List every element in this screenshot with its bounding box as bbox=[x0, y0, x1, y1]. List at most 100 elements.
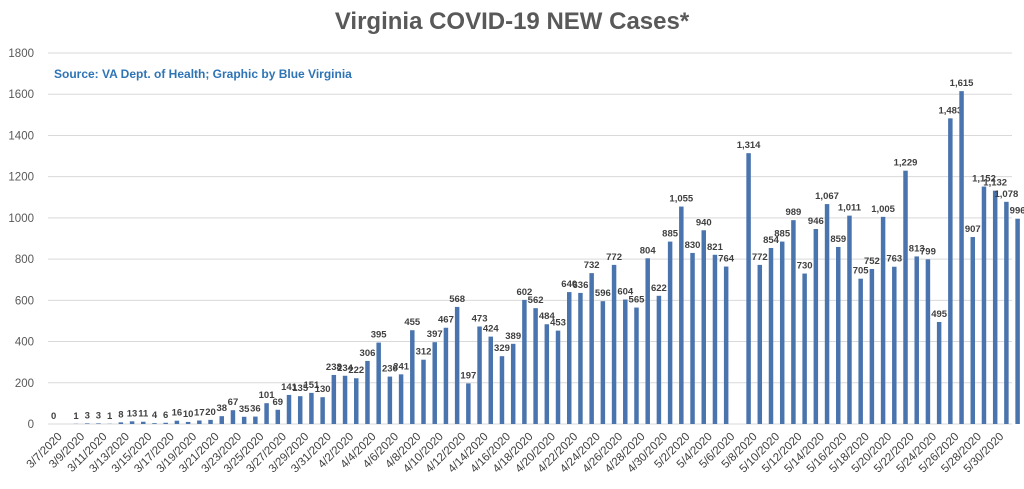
bar bbox=[510, 343, 516, 424]
data-label: 1,011 bbox=[838, 203, 862, 214]
bar bbox=[398, 374, 404, 424]
y-tick-label: 1800 bbox=[8, 48, 34, 60]
data-label: 885 bbox=[774, 229, 791, 240]
bar bbox=[354, 378, 359, 424]
bar bbox=[992, 190, 998, 424]
data-label: 230 bbox=[382, 364, 398, 375]
bar bbox=[118, 422, 124, 424]
data-label: 946 bbox=[808, 216, 824, 227]
bar bbox=[96, 423, 101, 424]
data-label: 1,483 bbox=[938, 105, 962, 116]
data-label: 602 bbox=[516, 287, 532, 298]
bar bbox=[185, 421, 191, 424]
y-tick-label: 1000 bbox=[8, 213, 34, 225]
data-label: 16 bbox=[172, 408, 183, 419]
data-label: 13 bbox=[127, 408, 138, 419]
data-label: 6 bbox=[163, 410, 168, 421]
bar bbox=[679, 206, 684, 424]
data-label: 854 bbox=[763, 235, 780, 246]
data-label: 568 bbox=[449, 294, 465, 305]
data-label: 636 bbox=[573, 280, 589, 291]
data-label: 467 bbox=[438, 315, 454, 326]
data-label: 424 bbox=[483, 324, 500, 335]
bar bbox=[824, 204, 830, 424]
y-tick-label: 200 bbox=[15, 378, 34, 390]
bar bbox=[578, 292, 583, 424]
bar bbox=[791, 220, 796, 424]
data-label: 752 bbox=[864, 256, 880, 267]
data-label: 885 bbox=[662, 229, 679, 240]
bar bbox=[174, 420, 180, 424]
chart-title: Virginia COVID-19 NEW Cases* bbox=[334, 8, 690, 35]
bar bbox=[847, 215, 852, 424]
data-label: 859 bbox=[830, 234, 846, 245]
data-label: 306 bbox=[360, 348, 376, 359]
data-label: 1 bbox=[107, 411, 113, 422]
bar bbox=[544, 324, 550, 424]
bar bbox=[208, 419, 213, 424]
data-label: 141 bbox=[281, 382, 298, 393]
data-label: 17 bbox=[194, 407, 205, 418]
data-label: 1,615 bbox=[950, 78, 974, 89]
data-label: 996 bbox=[1010, 206, 1024, 217]
bar bbox=[410, 330, 415, 424]
bar bbox=[566, 292, 572, 424]
y-tick-label: 1200 bbox=[8, 172, 34, 184]
bar bbox=[499, 356, 505, 424]
data-label: 1,152 bbox=[972, 174, 996, 185]
data-label: 732 bbox=[584, 260, 600, 271]
data-label: 1,314 bbox=[737, 140, 761, 151]
data-label: 1,078 bbox=[995, 189, 1019, 200]
bar bbox=[253, 416, 258, 424]
data-label: 234 bbox=[337, 363, 354, 374]
bar bbox=[690, 252, 695, 424]
data-label: 4 bbox=[152, 410, 158, 421]
bar bbox=[84, 423, 90, 424]
data-label: 622 bbox=[651, 283, 667, 294]
data-label: 804 bbox=[640, 245, 657, 256]
bar bbox=[802, 273, 807, 424]
data-label: 495 bbox=[931, 309, 948, 320]
data-label: 101 bbox=[259, 390, 276, 401]
data-label: 238 bbox=[326, 362, 342, 373]
data-label: 705 bbox=[853, 266, 870, 277]
bar bbox=[230, 410, 236, 424]
bar bbox=[286, 394, 292, 424]
source-annotation: Source: VA Dept. of Health; Graphic by B… bbox=[54, 67, 352, 81]
bar bbox=[746, 153, 751, 425]
data-label: 1,055 bbox=[669, 194, 693, 205]
data-label: 38 bbox=[216, 403, 227, 414]
bar bbox=[903, 170, 908, 424]
data-label: 1,005 bbox=[871, 204, 895, 215]
data-label: 8 bbox=[118, 409, 123, 420]
gridlines bbox=[48, 52, 1012, 425]
data-label: 813 bbox=[909, 243, 925, 254]
bar bbox=[275, 409, 281, 424]
data-label: 1 bbox=[73, 411, 79, 422]
data-label: 135 bbox=[292, 383, 309, 394]
bar bbox=[466, 383, 471, 424]
bar bbox=[959, 91, 964, 424]
y-tick-label: 0 bbox=[28, 419, 34, 431]
bar bbox=[611, 264, 617, 424]
y-tick-label: 1400 bbox=[8, 130, 34, 142]
data-label: 11 bbox=[138, 409, 149, 420]
data-label: 989 bbox=[785, 207, 801, 218]
bar bbox=[1015, 218, 1020, 424]
data-label: 830 bbox=[685, 240, 701, 251]
bar bbox=[241, 416, 247, 424]
data-label: 1,229 bbox=[894, 158, 918, 169]
data-label: 222 bbox=[348, 365, 364, 376]
data-label: 730 bbox=[797, 261, 813, 272]
bar bbox=[925, 259, 931, 424]
bar bbox=[376, 342, 381, 424]
bar bbox=[656, 295, 662, 424]
bar bbox=[892, 266, 897, 424]
bar bbox=[309, 392, 314, 424]
data-label: 596 bbox=[595, 288, 611, 299]
bar bbox=[981, 186, 987, 424]
data-label: 453 bbox=[550, 318, 566, 329]
data-label: 772 bbox=[606, 252, 622, 263]
bar bbox=[533, 308, 538, 424]
data-label: 0 bbox=[51, 411, 56, 422]
